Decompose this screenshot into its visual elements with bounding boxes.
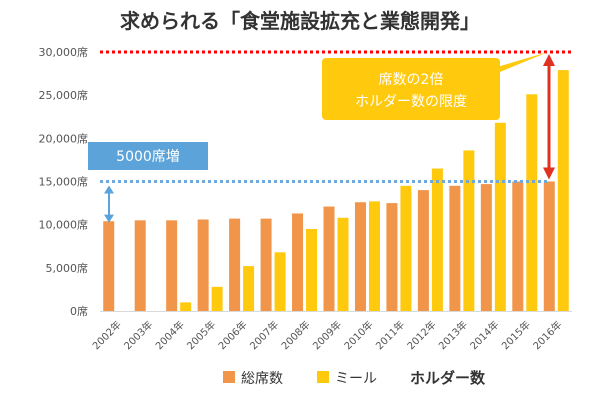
x-tick-label: 2015年: [499, 318, 533, 352]
bar-meal: [557, 70, 569, 311]
y-axis: 0席 5,000席 10,000席 15,000席 20,000席 25,000席 30,0…: [39, 45, 572, 318]
legend-label-total-seats: 総席数: [241, 371, 283, 387]
x-tick-label: 2003年: [121, 318, 155, 352]
x-tick-label: 2006年: [215, 318, 249, 352]
bar-total-seats: [166, 220, 178, 311]
x-tick-label: 2016年: [530, 318, 564, 352]
bar-meal: [274, 252, 286, 311]
limit-callout-line1: 席数の2倍: [379, 72, 444, 88]
x-tick-label: 2008年: [278, 318, 312, 352]
x-tick-label: 2005年: [184, 318, 218, 352]
x-tick-label: 2010年: [341, 318, 375, 352]
legend-label-meal: ミール: [335, 371, 377, 387]
bar-total-seats: [417, 190, 429, 311]
chart-title: 求められる「食堂施設拡充と業態開発」: [120, 9, 480, 33]
bar-total-seats: [354, 202, 366, 311]
y-tick-label: 25,000席: [39, 88, 89, 102]
bar-total-seats: [260, 218, 272, 311]
bar-total-seats: [103, 221, 115, 311]
limit-callout-pointer: [480, 52, 548, 72]
increase-arrow-head-down: [104, 214, 114, 223]
bars: [103, 70, 569, 311]
bar-meal: [180, 302, 192, 311]
limit-arrow-head-up: [543, 54, 555, 66]
y-tick-label: 15,000席: [39, 175, 89, 189]
legend-swatch-total-seats: [223, 371, 235, 383]
annotations: 5000席増 席数の2倍 ホルダー数の限度: [88, 52, 548, 170]
legend-extra-holders: ホルダー数: [410, 369, 486, 387]
bar-total-seats: [480, 184, 492, 311]
bar-total-seats: [449, 185, 461, 311]
increase-arrow-head-up: [104, 185, 114, 194]
legend: 総席数 ミール ホルダー数: [223, 369, 486, 387]
bar-total-seats: [512, 181, 524, 311]
bar-total-seats: [323, 206, 335, 311]
x-tick-label: 2012年: [404, 318, 438, 352]
bar-meal: [368, 201, 380, 311]
y-tick-label: 30,000席: [39, 45, 89, 59]
bar-total-seats: [134, 220, 146, 311]
bar-meal: [306, 228, 318, 311]
bar-total-seats: [386, 203, 398, 311]
bar-meal: [526, 94, 538, 311]
y-tick-label: 5,000席: [46, 261, 89, 275]
bar-meal: [463, 150, 475, 311]
bar-total-seats: [197, 219, 209, 311]
legend-swatch-meal: [317, 371, 329, 383]
increase-callout-box: [88, 142, 208, 170]
reference-lines: [100, 50, 572, 223]
x-tick-label: 2011年: [373, 318, 407, 352]
bar-meal: [337, 217, 349, 311]
y-tick-label: 0席: [70, 304, 88, 318]
bar-meal: [400, 185, 412, 311]
x-tick-label: 2007年: [247, 318, 281, 352]
x-tick-label: 2002年: [90, 318, 124, 352]
x-tick-label: 2014年: [467, 318, 501, 352]
bar-total-seats: [292, 213, 304, 311]
bar-meal: [431, 168, 443, 311]
x-axis: 2002年2003年2004年2005年2006年2007年2008年2009年…: [90, 318, 565, 352]
y-tick-label: 20,000席: [39, 131, 89, 145]
bar-meal: [494, 122, 506, 311]
limit-callout-box: [322, 58, 500, 120]
x-tick-label: 2004年: [153, 318, 187, 352]
bar-total-seats: [543, 181, 555, 311]
limit-callout-line2: ホルダー数の限度: [355, 94, 467, 110]
limit-arrow-head-down: [543, 167, 555, 180]
bar-meal: [211, 286, 223, 311]
increase-callout-text: 5000席増: [116, 149, 180, 165]
y-tick-label: 10,000席: [39, 218, 89, 232]
bar-total-seats: [229, 218, 241, 311]
x-tick-label: 2013年: [436, 318, 470, 352]
bar-meal: [243, 266, 255, 311]
x-tick-label: 2009年: [310, 318, 344, 352]
